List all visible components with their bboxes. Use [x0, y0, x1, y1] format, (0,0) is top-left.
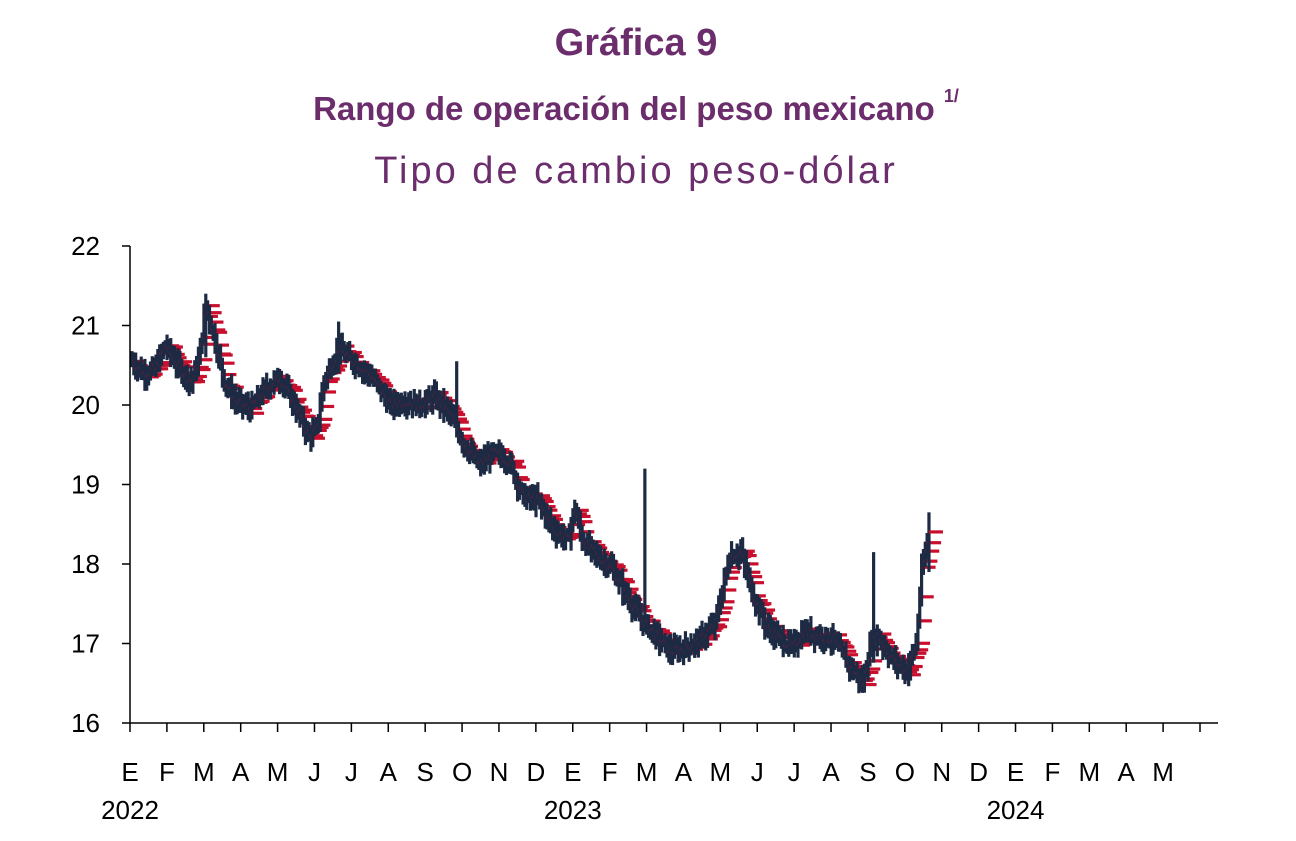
- x-tick-label: A: [822, 757, 840, 787]
- y-tick-label: 19: [71, 470, 100, 500]
- x-tick-label: E: [1007, 757, 1024, 787]
- y-tick-label: 20: [71, 390, 100, 420]
- x-tick-label: S: [417, 757, 434, 787]
- x-tick-label: N: [932, 757, 951, 787]
- y-tick-label: 17: [71, 629, 100, 659]
- x-tick-label: M: [710, 757, 732, 787]
- range-marks: [130, 293, 943, 694]
- x-tick-label: F: [159, 757, 175, 787]
- chart-subtitle-text: Rango de operación del peso mexicano: [313, 90, 935, 127]
- x-tick-label: M: [636, 757, 658, 787]
- x-tick-label: N: [490, 757, 509, 787]
- chart-subtitle-2: Tipo de cambio peso-dólar: [374, 150, 898, 192]
- year-label: 2023: [544, 795, 602, 825]
- x-tick-label: M: [193, 757, 215, 787]
- x-tick-label: M: [267, 757, 289, 787]
- x-tick-label: A: [232, 757, 250, 787]
- x-tick-label: S: [859, 757, 876, 787]
- x-tick-label: F: [602, 757, 618, 787]
- year-label: 2024: [987, 795, 1045, 825]
- x-tick-label: A: [675, 757, 693, 787]
- x-tick-label: J: [751, 757, 764, 787]
- x-tick-label: E: [121, 757, 138, 787]
- x-tick-label: A: [380, 757, 398, 787]
- chart-subtitle: Rango de operación del peso mexicano 1/: [0, 86, 1272, 128]
- y-tick-label: 22: [71, 231, 100, 261]
- x-tick-label: J: [788, 757, 801, 787]
- x-tick-label: J: [345, 757, 358, 787]
- x-tick-label: F: [1044, 757, 1060, 787]
- x-tick-label: O: [895, 757, 915, 787]
- chart-title: Gráfica 9: [554, 22, 718, 64]
- x-tick-label: D: [526, 757, 545, 787]
- x-tick-label: M: [1152, 757, 1174, 787]
- y-tick-label: 21: [71, 311, 100, 341]
- footnote-marker: 1/: [943, 86, 959, 106]
- year-label: 2022: [101, 795, 159, 825]
- y-tick-label: 16: [71, 708, 100, 738]
- y-tick-label: 18: [71, 549, 100, 579]
- x-tick-label: A: [1118, 757, 1136, 787]
- x-tick-label: J: [308, 757, 321, 787]
- x-tick-label: D: [969, 757, 988, 787]
- x-tick-label: M: [1078, 757, 1100, 787]
- x-tick-label: E: [564, 757, 581, 787]
- x-tick-label: O: [452, 757, 472, 787]
